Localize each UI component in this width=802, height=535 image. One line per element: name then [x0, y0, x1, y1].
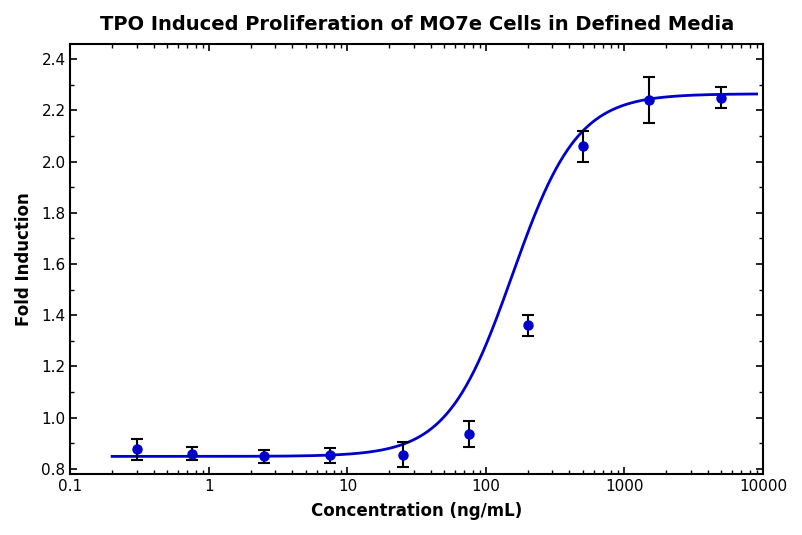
Title: TPO Induced Proliferation of MO7e Cells in Defined Media: TPO Induced Proliferation of MO7e Cells …	[99, 15, 734, 34]
X-axis label: Concentration (ng/mL): Concentration (ng/mL)	[311, 502, 522, 520]
Y-axis label: Fold Induction: Fold Induction	[15, 192, 33, 326]
